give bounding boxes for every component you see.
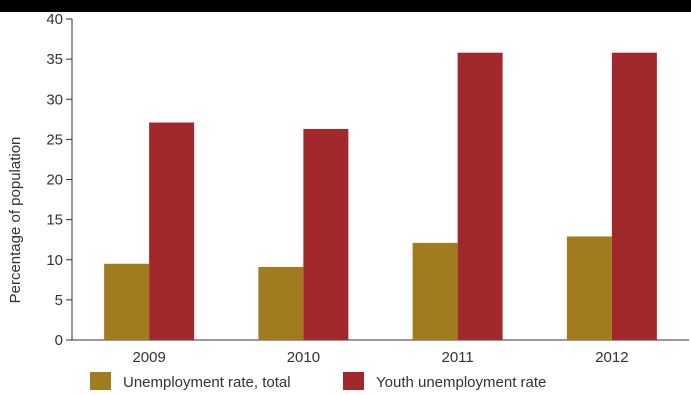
y-tick-label: 40 bbox=[46, 11, 63, 28]
x-tick-label: 2011 bbox=[441, 349, 473, 366]
x-tick-label: 2009 bbox=[132, 349, 165, 366]
x-tick-label: 2010 bbox=[287, 349, 320, 366]
y-tick-label: 25 bbox=[46, 131, 63, 148]
x-tick-label: 2012 bbox=[595, 349, 628, 366]
bars bbox=[104, 52, 657, 341]
bar-youth-2012 bbox=[611, 52, 657, 340]
legend-label-total: Unemployment rate, total bbox=[123, 374, 291, 390]
y-tick-label: 0 bbox=[55, 332, 63, 349]
bar-youth-2009 bbox=[149, 122, 195, 341]
y-tick-label: 15 bbox=[46, 212, 63, 229]
bar-total-2010 bbox=[258, 266, 304, 340]
legend-label-youth: Youth unemployment rate bbox=[376, 374, 546, 390]
y-tick-label: 30 bbox=[46, 91, 63, 108]
y-tick-label: 35 bbox=[46, 51, 63, 68]
y-axis-label: Percentage of population bbox=[7, 137, 24, 304]
bar-total-2011 bbox=[412, 242, 458, 340]
y-tick-label: 20 bbox=[46, 172, 63, 189]
legend: Unemployment rate, total Youth unemployme… bbox=[90, 372, 546, 391]
y-tick-label: 5 bbox=[55, 292, 63, 309]
legend-swatch-total bbox=[90, 372, 111, 390]
header-bar bbox=[0, 0, 691, 12]
y-tick-label: 10 bbox=[46, 252, 63, 269]
bar-youth-2010 bbox=[303, 128, 349, 340]
y-axis: 0 5 10 15 20 25 30 35 40 bbox=[46, 11, 73, 349]
bar-total-2012 bbox=[566, 236, 612, 340]
legend-swatch-youth bbox=[343, 372, 364, 390]
bar-total-2009 bbox=[104, 263, 150, 340]
x-axis: 2009 2010 2011 2012 bbox=[72, 339, 689, 366]
bar-youth-2011 bbox=[457, 52, 503, 340]
